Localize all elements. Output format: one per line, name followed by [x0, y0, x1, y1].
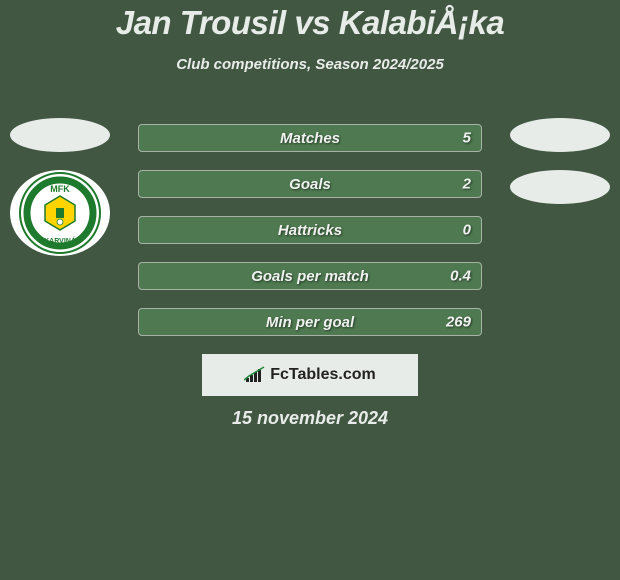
stat-value: 2 [463, 176, 471, 193]
stat-value: 269 [446, 314, 471, 331]
stat-value: 0 [463, 222, 471, 239]
stat-label: Goals per match [251, 268, 369, 285]
left-player-oval [10, 118, 110, 152]
stat-value: 0.4 [450, 268, 471, 285]
club-logo-icon: MFK KARVINÁ [19, 172, 101, 254]
right-player-oval-2 [510, 170, 610, 204]
stat-value: 5 [463, 130, 471, 147]
stat-label: Min per goal [266, 314, 354, 331]
stat-bar-hattricks: Hattricks 0 [138, 216, 482, 244]
left-club-badge: MFK KARVINÁ [10, 170, 110, 256]
stat-label: Hattricks [278, 222, 342, 239]
stat-bar-min-per-goal: Min per goal 269 [138, 308, 482, 336]
date-text: 15 november 2024 [0, 408, 620, 429]
brand-text: FcTables.com [270, 366, 376, 384]
stat-bar-goals: Goals 2 [138, 170, 482, 198]
brand-chart-icon [244, 366, 266, 384]
stat-bar-goals-per-match: Goals per match 0.4 [138, 262, 482, 290]
stat-bar-matches: Matches 5 [138, 124, 482, 152]
stat-label: Matches [280, 130, 340, 147]
svg-text:KARVINÁ: KARVINÁ [44, 236, 76, 245]
stat-label: Goals [289, 176, 331, 193]
stats-bars: Matches 5 Goals 2 Hattricks 0 Goals per … [138, 124, 482, 354]
right-player-column [508, 118, 612, 222]
left-player-column: MFK KARVINÁ [8, 118, 112, 256]
page-title: Jan Trousil vs KalabiÅ¡ka [0, 0, 620, 42]
svg-text:MFK: MFK [50, 184, 70, 194]
page-subtitle: Club competitions, Season 2024/2025 [0, 56, 620, 73]
brand-box: FcTables.com [202, 354, 418, 396]
right-player-oval-1 [510, 118, 610, 152]
